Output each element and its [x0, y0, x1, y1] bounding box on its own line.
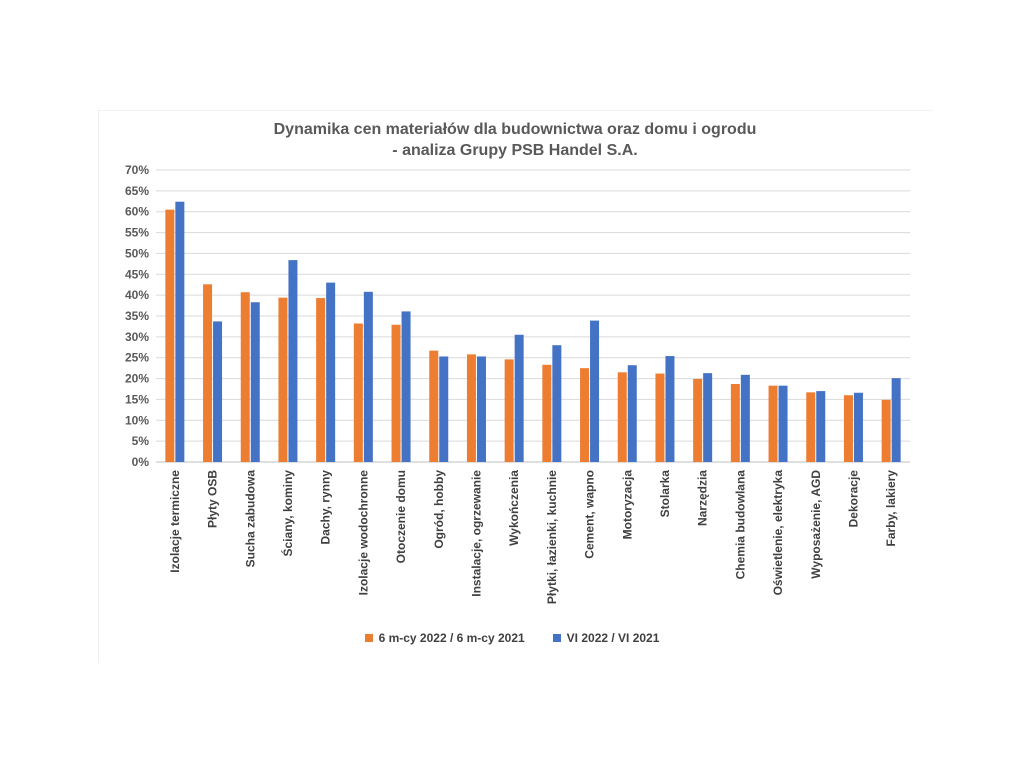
legend-label-series-2: VI 2022 / VI 2021	[566, 631, 660, 645]
x-tick-label: Izolacje wodochronne	[356, 470, 370, 596]
x-tick-label: Dekoracje	[846, 470, 860, 528]
bar-series-1	[353, 323, 363, 462]
y-tick-label: 25%	[125, 351, 149, 365]
bar-series-1	[580, 368, 590, 462]
y-tick-label: 50%	[125, 246, 149, 260]
bar-series-1	[203, 284, 213, 462]
bar-series-1	[240, 292, 250, 462]
x-tick-label: Motoryzacja	[620, 470, 634, 540]
bar-series-2	[552, 345, 562, 462]
bar-series-2	[590, 320, 600, 462]
x-tick-label: Chemia budowlana	[733, 470, 747, 580]
bar-series-2	[363, 291, 373, 462]
y-tick-label: 65%	[125, 184, 149, 198]
x-tick-label: Wyposażenie, AGD	[809, 470, 823, 579]
y-tick-label: 60%	[125, 205, 149, 219]
chart-subtitle: - analiza Grupy PSB Handel S.A.	[392, 142, 638, 159]
x-tick-label: Farby, lakiery	[884, 470, 898, 547]
bar-series-1	[504, 359, 514, 462]
bar-series-1	[806, 392, 816, 462]
bar-series-1	[391, 324, 401, 462]
x-tick-label: Wykończenia	[507, 470, 521, 546]
bar-series-2	[778, 385, 788, 462]
bar-series-2	[439, 356, 449, 462]
bar-series-1	[881, 399, 891, 462]
legend-item-series-2: VI 2022 / VI 2021	[552, 631, 660, 645]
x-tick-label: Ściany, kominy	[280, 470, 295, 557]
y-tick-label: 40%	[125, 288, 149, 302]
x-tick-label: Oświetlenie, elektryka	[771, 470, 785, 596]
x-tick-label: Sucha zabudowa	[243, 470, 257, 568]
x-tick-label: Stolarka	[658, 470, 672, 518]
bar-series-2	[175, 201, 185, 462]
bar-series-1	[278, 297, 288, 462]
x-tick-label: Narzędzia	[696, 470, 710, 526]
bar-series-1	[693, 378, 703, 462]
x-tick-label: Izolacje termiczne	[168, 470, 182, 573]
bar-series-1	[843, 395, 853, 462]
bar-series-1	[165, 209, 175, 462]
legend-swatch-series-1	[364, 634, 373, 642]
bar-series-1	[466, 354, 476, 462]
bar-series-1	[617, 372, 627, 462]
y-tick-label: 30%	[125, 330, 149, 344]
legend-item-series-1: 6 m-cy 2022 / 6 m-cy 2021	[364, 631, 525, 645]
bar-series-2	[401, 311, 411, 462]
x-tick-label: Otoczenie domu	[394, 470, 408, 563]
chart-frame	[98, 110, 933, 663]
x-tick-label: Ogród, hobby	[432, 470, 446, 549]
y-tick-label: 10%	[125, 413, 149, 427]
x-tick-label: Płyty OSB	[206, 470, 220, 528]
y-tick-label: 55%	[125, 226, 149, 240]
bar-series-2	[514, 334, 524, 462]
y-tick-label: 45%	[125, 267, 149, 281]
y-tick-label: 20%	[125, 372, 149, 386]
bar-series-2	[816, 391, 826, 462]
bar-series-1	[655, 373, 665, 462]
x-tick-label: Cement, wapno	[583, 470, 597, 559]
bar-series-2	[703, 373, 713, 462]
bar-series-2	[476, 356, 486, 462]
y-tick-label: 70%	[125, 163, 149, 177]
y-tick-label: 35%	[125, 309, 149, 323]
x-tick-label: Dachy, rynny	[319, 470, 333, 545]
bar-series-2	[250, 302, 260, 462]
legend-label-series-1: 6 m-cy 2022 / 6 m-cy 2021	[378, 631, 525, 645]
bar-series-1	[542, 364, 552, 462]
y-tick-label: 5%	[132, 434, 150, 448]
chart-title: Dynamika cen materiałów dla budownictwa …	[273, 121, 757, 138]
bar-series-1	[730, 383, 740, 462]
bar-series-1	[429, 350, 439, 462]
bar-series-1	[768, 385, 778, 462]
bar-series-2	[288, 260, 298, 462]
x-tick-label: Płytki, łazienki, kuchnie	[545, 470, 559, 604]
bar-series-2	[326, 282, 336, 462]
bar-series-2	[740, 374, 750, 462]
bar-series-2	[891, 378, 901, 462]
chart-legend: 6 m-cy 2022 / 6 m-cy 2021 VI 2022 / VI 2…	[0, 631, 1024, 645]
bar-series-1	[316, 298, 326, 462]
x-tick-label: Instalacje, ogrzewanie	[469, 470, 483, 597]
bar-series-2	[665, 356, 675, 462]
bar-series-2	[213, 321, 223, 462]
bar-series-2	[627, 365, 637, 462]
y-tick-label: 0%	[132, 455, 150, 469]
bar-series-2	[853, 392, 863, 462]
y-tick-label: 15%	[125, 392, 149, 406]
legend-swatch-series-2	[552, 634, 561, 642]
